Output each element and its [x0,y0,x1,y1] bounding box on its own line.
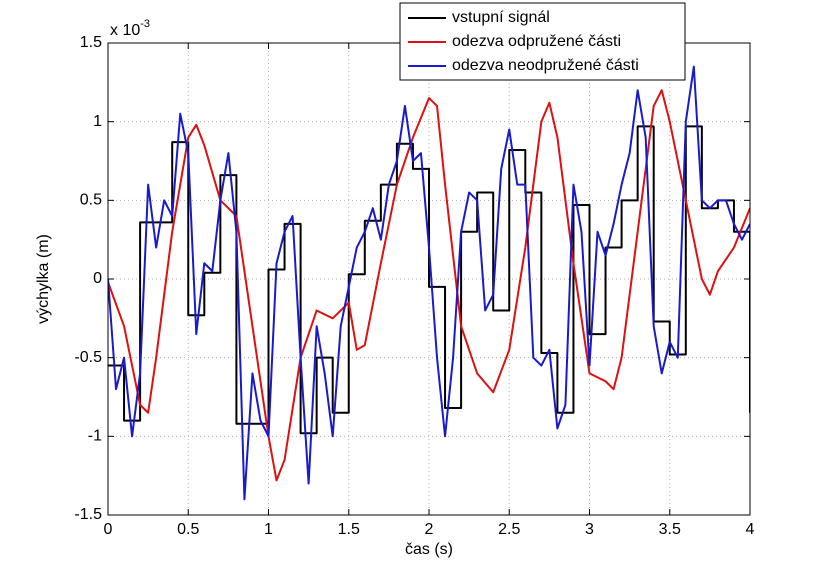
x-tick-label: 0.5 [177,521,199,538]
x-tick-label: 3.5 [659,521,681,538]
y-axis-label: výchylka (m) [35,234,52,324]
x-tick-label: 1 [264,521,273,538]
y-tick-label: -1 [88,428,102,445]
x-axis-label: čas (s) [405,541,453,558]
y-tick-label: 1 [93,113,102,130]
y-tick-label: 0 [93,270,102,287]
y-tick-label: 0.5 [80,192,102,209]
y-tick-label: 1.5 [80,34,102,51]
legend: vstupní signál odezva odpružené části odez… [399,2,686,81]
lines [108,65,750,501]
legend-label: odezva neodpružené části [452,57,639,74]
x-tick-label: 4 [746,521,755,538]
series-line [108,89,750,482]
series-line [108,65,750,501]
legend-label: vstupní signál [452,9,550,26]
x-tick-label: 2 [425,521,434,538]
x-tick-label: 0 [104,521,113,538]
x-tick-label: 3 [585,521,594,538]
axis-multiplier: x 10-3 [110,18,150,39]
x-tick-label: 2.5 [498,521,520,538]
legend-box [399,2,686,81]
series-line [108,125,750,435]
legend-label: odezva odpružené části [452,33,621,50]
x-tick-label: 1.5 [338,521,360,538]
ticks: 0 0.5 1 1.5 2 2.5 3 3.5 4 -1.5 -1 -0.5 0 0.5 1 1.5 [74,34,754,538]
y-tick-label: -0.5 [74,349,102,366]
multiplier-exponent: -3 [140,18,150,30]
y-tick-label: -1.5 [74,506,102,523]
multiplier-base: x 10 [110,22,140,39]
